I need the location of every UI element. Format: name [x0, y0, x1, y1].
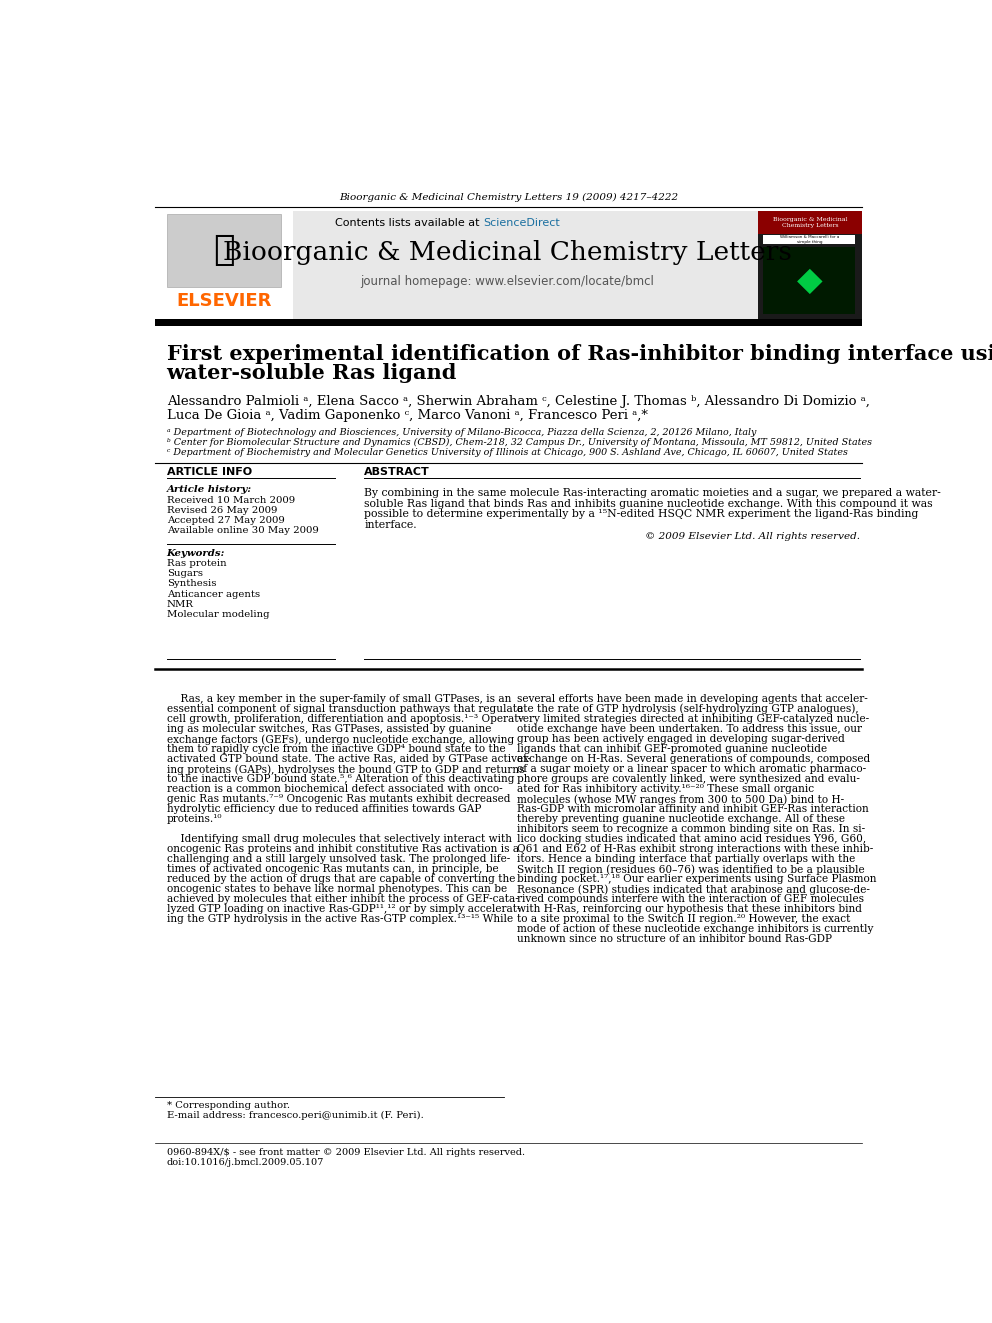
Bar: [155, 212, 293, 319]
Text: with H-Ras, reinforcing our hypothesis that these inhibitors bind: with H-Ras, reinforcing our hypothesis t…: [517, 904, 862, 914]
Text: Anticancer agents: Anticancer agents: [167, 590, 260, 599]
Text: lico docking studies indicated that amino acid residues Y96, G60,: lico docking studies indicated that amin…: [517, 833, 866, 844]
Text: oncogenic states to behave like normal phenotypes. This can be: oncogenic states to behave like normal p…: [167, 884, 507, 894]
Text: Switch II region (residues 60–76) was identified to be a plausible: Switch II region (residues 60–76) was id…: [517, 864, 865, 875]
Text: Available online 30 May 2009: Available online 30 May 2009: [167, 527, 318, 536]
Text: binding pocket.¹⁷,¹⁸ Our earlier experiments using Surface Plasmon: binding pocket.¹⁷,¹⁸ Our earlier experim…: [517, 875, 876, 884]
Text: rived compounds interfere with the interaction of GEF molecules: rived compounds interfere with the inter…: [517, 894, 864, 904]
Text: Bioorganic & Medicinal
Chemistry Letters: Bioorganic & Medicinal Chemistry Letters: [773, 217, 847, 229]
Text: ated for Ras inhibitory activity.¹⁶⁻²⁰ These small organic: ated for Ras inhibitory activity.¹⁶⁻²⁰ T…: [517, 785, 814, 794]
Text: E-mail address: francesco.peri@unimib.it (F. Peri).: E-mail address: francesco.peri@unimib.it…: [167, 1111, 424, 1121]
Text: times of activated oncogenic Ras mutants can, in principle, be: times of activated oncogenic Ras mutants…: [167, 864, 498, 875]
Text: ᵇ Center for Biomolecular Structure and Dynamics (CBSD), Chem-218, 32 Campus Dr.: ᵇ Center for Biomolecular Structure and …: [167, 438, 872, 447]
Text: activated GTP bound state. The active Ras, aided by GTPase activat-: activated GTP bound state. The active Ra…: [167, 754, 531, 763]
Text: molecules (whose MW ranges from 300 to 500 Da) bind to H-: molecules (whose MW ranges from 300 to 5…: [517, 794, 844, 804]
Text: ing as molecular switches, Ras GTPases, assisted by guanine: ing as molecular switches, Ras GTPases, …: [167, 724, 491, 734]
Text: to a site proximal to the Switch II region.²⁰ However, the exact: to a site proximal to the Switch II regi…: [517, 914, 850, 925]
Text: ᵃ Department of Biotechnology and Biosciences, University of Milano-Bicocca, Pia: ᵃ Department of Biotechnology and Biosci…: [167, 429, 756, 438]
Text: ing proteins (GAPs), hydrolyses the bound GTP to GDP and returns: ing proteins (GAPs), hydrolyses the boun…: [167, 763, 524, 774]
Text: 0960-894X/$ - see front matter © 2009 Elsevier Ltd. All rights reserved.: 0960-894X/$ - see front matter © 2009 El…: [167, 1148, 525, 1158]
Text: Alessandro Palmioli ᵃ, Elena Sacco ᵃ, Sherwin Abraham ᶜ, Celestine J. Thomas ᵇ, : Alessandro Palmioli ᵃ, Elena Sacco ᵃ, Sh…: [167, 394, 870, 407]
Bar: [764, 246, 855, 315]
Text: * Corresponding author.: * Corresponding author.: [167, 1101, 290, 1110]
Text: Sugars: Sugars: [167, 569, 202, 578]
Text: reaction is a common biochemical defect associated with onco-: reaction is a common biochemical defect …: [167, 785, 502, 794]
Text: Synthesis: Synthesis: [167, 579, 216, 589]
Text: otide exchange have been undertaken. To address this issue, our: otide exchange have been undertaken. To …: [517, 724, 862, 734]
Text: ScienceDirect: ScienceDirect: [483, 218, 559, 229]
Bar: [758, 212, 862, 319]
Text: ᶜ Department of Biochemistry and Molecular Genetics University of Illinois at Ch: ᶜ Department of Biochemistry and Molecul…: [167, 448, 847, 458]
Text: achieved by molecules that either inhibit the process of GEF-cata-: achieved by molecules that either inhibi…: [167, 894, 519, 904]
Text: Ras, a key member in the super-family of small GTPases, is an: Ras, a key member in the super-family of…: [167, 693, 511, 704]
Text: By combining in the same molecule Ras-interacting aromatic moieties and a sugar,: By combining in the same molecule Ras-in…: [364, 488, 941, 499]
Text: First experimental identification of Ras-inhibitor binding interface using a: First experimental identification of Ras…: [167, 344, 992, 364]
Text: itors. Hence a binding interface that partially overlaps with the: itors. Hence a binding interface that pa…: [517, 855, 855, 864]
Text: NMR: NMR: [167, 601, 193, 609]
Text: doi:10.1016/j.bmcl.2009.05.107: doi:10.1016/j.bmcl.2009.05.107: [167, 1159, 324, 1167]
Text: oncogenic Ras proteins and inhibit constitutive Ras activation is a: oncogenic Ras proteins and inhibit const…: [167, 844, 519, 855]
Text: ligands that can inhibit GEF-promoted guanine nucleotide: ligands that can inhibit GEF-promoted gu…: [517, 744, 827, 754]
Text: thereby preventing guanine nucleotide exchange. All of these: thereby preventing guanine nucleotide ex…: [517, 814, 845, 824]
Text: Contents lists available at: Contents lists available at: [335, 218, 483, 229]
Text: water-soluble Ras ligand: water-soluble Ras ligand: [167, 363, 457, 382]
Text: cell growth, proliferation, differentiation and apoptosis.¹⁻³ Operat-: cell growth, proliferation, differentiat…: [167, 714, 522, 724]
Text: ABSTRACT: ABSTRACT: [364, 467, 430, 476]
Text: 🌲: 🌲: [213, 233, 235, 267]
Text: ◆: ◆: [797, 263, 822, 296]
Text: proteins.¹⁰: proteins.¹⁰: [167, 814, 222, 824]
Text: ing the GTP hydrolysis in the active Ras-GTP complex.¹³⁻¹⁵ While: ing the GTP hydrolysis in the active Ras…: [167, 914, 513, 925]
Text: very limited strategies directed at inhibiting GEF-catalyzed nucle-: very limited strategies directed at inhi…: [517, 714, 869, 724]
Text: mode of action of these nucleotide exchange inhibitors is currently: mode of action of these nucleotide excha…: [517, 925, 873, 934]
Bar: [758, 212, 862, 234]
Text: to the inactive GDP bound state.⁵,⁶ Alteration of this deactivating: to the inactive GDP bound state.⁵,⁶ Alte…: [167, 774, 514, 785]
Text: Q61 and E62 of H-Ras exhibit strong interactions with these inhib-: Q61 and E62 of H-Ras exhibit strong inte…: [517, 844, 873, 855]
Text: Resonance (SPR) studies indicated that arabinose and glucose-de-: Resonance (SPR) studies indicated that a…: [517, 884, 870, 894]
Text: ARTICLE INFO: ARTICLE INFO: [167, 467, 252, 476]
Text: inhibitors seem to recognize a common binding site on Ras. In si-: inhibitors seem to recognize a common bi…: [517, 824, 865, 833]
Bar: [764, 235, 855, 245]
Text: essential component of signal transduction pathways that regulate: essential component of signal transducti…: [167, 704, 523, 714]
Text: them to rapidly cycle from the inactive GDP⁴ bound state to the: them to rapidly cycle from the inactive …: [167, 744, 505, 754]
Bar: [155, 319, 862, 325]
Text: Revised 26 May 2009: Revised 26 May 2009: [167, 507, 277, 515]
Text: exchange factors (GEFs), undergo nucleotide exchange, allowing: exchange factors (GEFs), undergo nucleot…: [167, 734, 514, 745]
Text: Molecular modeling: Molecular modeling: [167, 610, 269, 619]
Text: hydrolytic efficiency due to reduced affinities towards GAP: hydrolytic efficiency due to reduced aff…: [167, 804, 481, 814]
Text: challenging and a still largely unsolved task. The prolonged life-: challenging and a still largely unsolved…: [167, 855, 510, 864]
Bar: [155, 212, 862, 319]
Text: Ras-GDP with micromolar affinity and inhibit GEF-Ras interaction: Ras-GDP with micromolar affinity and inh…: [517, 804, 869, 814]
Text: © 2009 Elsevier Ltd. All rights reserved.: © 2009 Elsevier Ltd. All rights reserved…: [645, 532, 860, 541]
Text: ELSEVIER: ELSEVIER: [177, 292, 272, 310]
Text: reduced by the action of drugs that are capable of converting the: reduced by the action of drugs that are …: [167, 875, 515, 884]
Text: Bioorganic & Medicinal Chemistry Letters 19 (2009) 4217–4222: Bioorganic & Medicinal Chemistry Letters…: [339, 193, 678, 202]
Text: soluble Ras ligand that binds Ras and inhibits guanine nucleotide exchange. With: soluble Ras ligand that binds Ras and in…: [364, 499, 932, 509]
Text: Williamson & Maccarelli for a
simple thing: Williamson & Maccarelli for a simple thi…: [780, 235, 839, 243]
Text: genic Ras mutants.⁷⁻⁹ Oncogenic Ras mutants exhibit decreased: genic Ras mutants.⁷⁻⁹ Oncogenic Ras muta…: [167, 794, 510, 804]
Text: Keywords:: Keywords:: [167, 549, 225, 557]
Text: Identifying small drug molecules that selectively interact with: Identifying small drug molecules that se…: [167, 833, 512, 844]
Text: group has been actively engaged in developing sugar-derived: group has been actively engaged in devel…: [517, 734, 845, 744]
Text: interface.: interface.: [364, 520, 417, 529]
Text: Received 10 March 2009: Received 10 March 2009: [167, 496, 295, 505]
Text: Article history:: Article history:: [167, 486, 252, 495]
Bar: [167, 214, 282, 287]
Text: Accepted 27 May 2009: Accepted 27 May 2009: [167, 516, 285, 525]
Text: exchange on H-Ras. Several generations of compounds, composed: exchange on H-Ras. Several generations o…: [517, 754, 870, 763]
Text: of a sugar moiety or a linear spacer to which aromatic pharmaco-: of a sugar moiety or a linear spacer to …: [517, 763, 866, 774]
Text: phore groups are covalently linked, were synthesized and evalu-: phore groups are covalently linked, were…: [517, 774, 860, 785]
Text: unknown since no structure of an inhibitor bound Ras-GDP: unknown since no structure of an inhibit…: [517, 934, 832, 945]
Text: lyzed GTP loading on inactive Ras-GDP¹¹,¹² or by simply accelerat-: lyzed GTP loading on inactive Ras-GDP¹¹,…: [167, 904, 520, 914]
Text: Luca De Gioia ᵃ, Vadim Gaponenko ᶜ, Marco Vanoni ᵃ, Francesco Peri ᵃ,*: Luca De Gioia ᵃ, Vadim Gaponenko ᶜ, Marc…: [167, 409, 648, 422]
Text: possible to determine experimentally by a ¹⁵N-edited HSQC NMR experiment the lig: possible to determine experimentally by …: [364, 509, 919, 519]
Text: journal homepage: www.elsevier.com/locate/bmcl: journal homepage: www.elsevier.com/locat…: [361, 275, 655, 288]
Text: Bioorganic & Medicinal Chemistry Letters: Bioorganic & Medicinal Chemistry Letters: [223, 241, 792, 265]
Text: Ras protein: Ras protein: [167, 558, 226, 568]
Text: ate the rate of GTP hydrolysis (self-hydrolyzing GTP analogues),: ate the rate of GTP hydrolysis (self-hyd…: [517, 704, 858, 714]
Text: several efforts have been made in developing agents that acceler-: several efforts have been made in develo…: [517, 693, 868, 704]
